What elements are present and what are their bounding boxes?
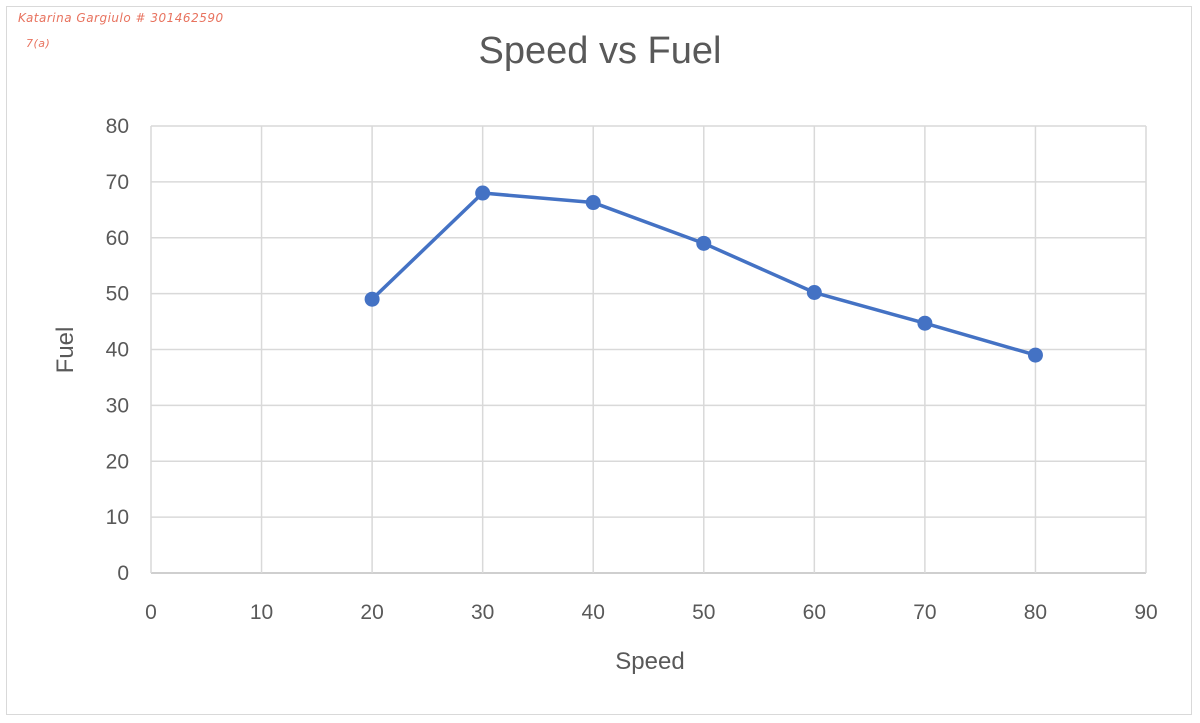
y-tick-label: 60 (106, 227, 129, 250)
x-tick-label: 90 (1134, 601, 1157, 624)
y-tick-label: 30 (106, 394, 129, 417)
y-tick-label: 10 (106, 506, 129, 529)
y-tick-label: 40 (106, 339, 129, 362)
y-tick-labels: 0 10 20 30 40 50 60 70 80 (106, 115, 129, 585)
data-point (475, 185, 491, 201)
y-axis-label: Fuel (52, 327, 79, 374)
x-tick-label: 20 (360, 601, 383, 624)
y-tick-label: 80 (106, 115, 129, 138)
x-tick-label: 50 (692, 601, 715, 624)
data-point (1027, 347, 1043, 363)
chart-frame (6, 6, 1192, 715)
handwritten-name-note: Katarina Gargiulo # 301462590 (18, 11, 224, 25)
x-tick-label: 30 (471, 601, 494, 624)
grid-lines (150, 125, 1147, 574)
data-series (364, 185, 1043, 363)
x-tick-labels: 0 10 20 30 40 50 60 70 80 90 (145, 601, 1158, 624)
data-point (585, 195, 601, 211)
chart-title: Speed vs Fuel (478, 30, 722, 72)
x-tick-label: 70 (913, 601, 936, 624)
y-tick-label: 0 (117, 562, 129, 585)
data-point (364, 291, 380, 307)
x-axis-label: Speed (615, 648, 684, 675)
y-tick-label: 50 (106, 283, 129, 306)
handwritten-question-note: 7(a) (26, 37, 51, 50)
y-tick-label: 70 (106, 171, 129, 194)
data-point (696, 235, 712, 251)
x-tick-label: 0 (145, 601, 157, 624)
x-tick-label: 60 (803, 601, 826, 624)
y-tick-label: 20 (106, 450, 129, 473)
data-point (806, 285, 822, 301)
x-tick-label: 10 (250, 601, 273, 624)
x-tick-label: 40 (582, 601, 605, 624)
data-point (917, 315, 933, 331)
x-tick-label: 80 (1024, 601, 1047, 624)
